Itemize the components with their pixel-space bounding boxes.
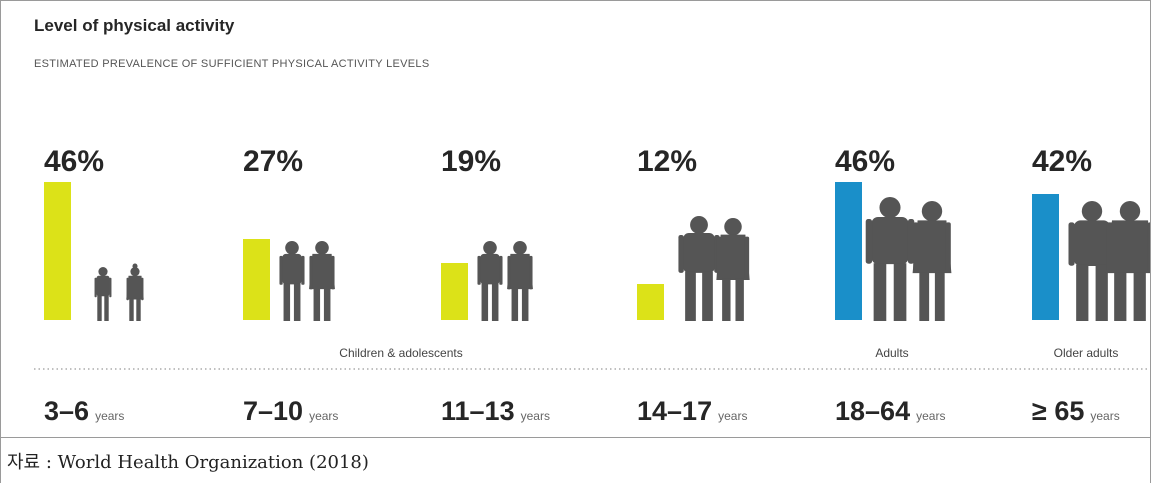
bar [243,239,270,320]
older-adults-silhouette-icon [1068,201,1150,321]
value-label: 19% [441,145,501,178]
category-label: ≥ 65 years [1032,396,1120,426]
value-label: 12% [637,145,697,178]
bar [44,182,71,320]
children-silhouette-icon [477,241,533,321]
source-text: 자료 : World Health Organization (2018) [7,452,369,473]
chart-svg: Level of physical activity ESTIMATED PRE… [34,16,1150,426]
bar [1032,194,1059,320]
category-label: 18–64 years [835,396,945,426]
category-label: 14–17 years [637,396,747,426]
group-label-adults: Adults [875,346,908,360]
category-label: 11–13 years [441,396,550,426]
group-label-children-adolescents: Children & adolescents [339,346,462,360]
teenagers-silhouette-icon [678,216,750,321]
chart-subtitle: ESTIMATED PREVALENCE OF SUFFICIENT PHYSI… [34,58,429,70]
young-children-silhouette-icon [94,263,144,321]
value-label: 46% [835,145,895,178]
value-label: 27% [243,145,303,178]
bar [637,284,664,320]
children-silhouette-icon [279,241,335,321]
adults-silhouette-icon [865,197,952,321]
source-footer: 자료 : World Health Organization (2018) [1,437,1150,483]
category-label: 3–6 years [44,396,124,426]
bar [835,182,862,320]
value-label: 46% [44,145,104,178]
chart-title: Level of physical activity [34,16,235,35]
group-label-older-adults: Older adults [1054,346,1119,360]
bar [441,263,468,320]
value-label: 42% [1032,145,1092,178]
category-label: 7–10 years [243,396,338,426]
